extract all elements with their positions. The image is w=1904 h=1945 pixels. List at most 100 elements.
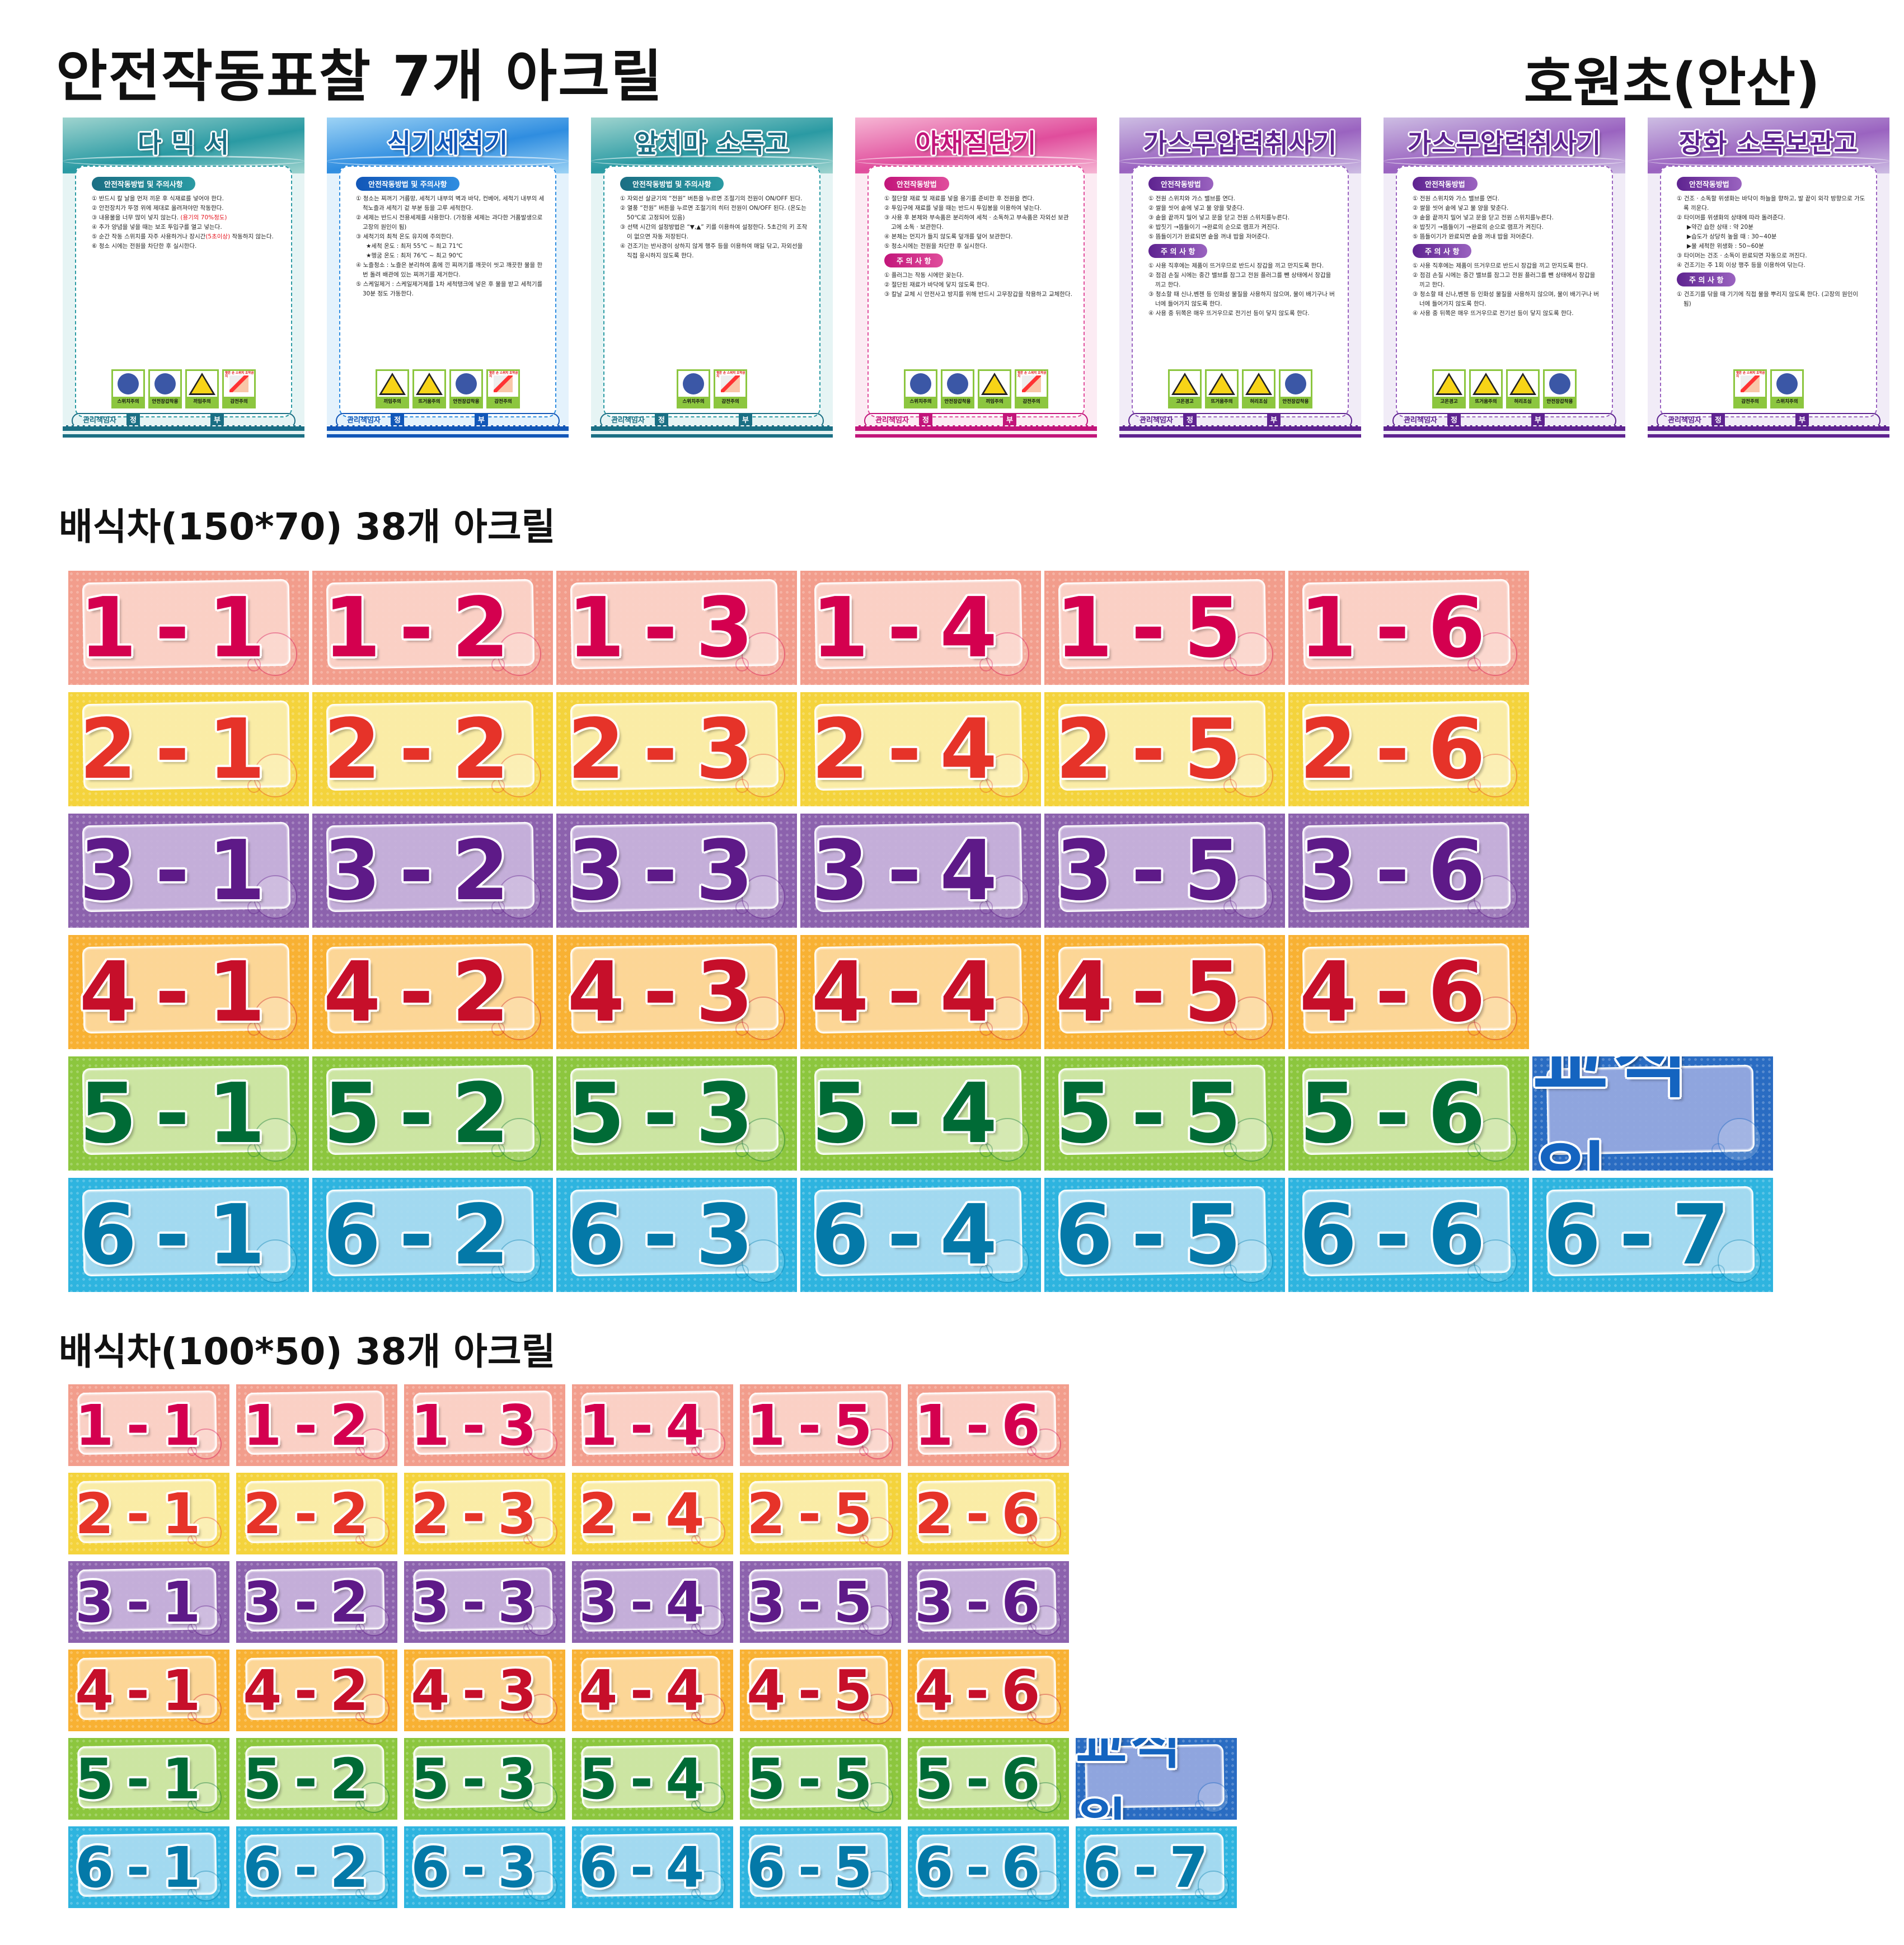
sign-text: 5-6 bbox=[1299, 1065, 1504, 1162]
safety-poster: 식기세척기 안전작동방법 및 주의사항 ① 청소는 찌꺼기 거름망, 세척기 내부의… bbox=[327, 118, 569, 438]
sign-text: 6-1 bbox=[75, 1834, 213, 1900]
safety-icons: 끼임주의 뜨거움주의 안전장갑착용 젖은 손 스위치 조작금지 감전주의 bbox=[327, 369, 569, 408]
section-heading: 주 의 사 항 bbox=[884, 253, 944, 267]
instruction-item: ⑤ 뜸들이기가 완료되면 솥을 꺼내 밥을 저어준다. bbox=[1413, 232, 1602, 242]
sign-text: 6-2 bbox=[243, 1834, 381, 1900]
sign-label: 안전장갑착용 bbox=[1546, 399, 1573, 405]
sign-label: 감전주의 bbox=[230, 399, 248, 405]
manager-label: 관리책임자 bbox=[83, 416, 116, 425]
sign-text: 5-4 bbox=[811, 1065, 1016, 1162]
safety-poster: 장화 소독보관고 안전작동방법 ① 건조 · 소독할 위생화는 바닥이 하늘을 향하… bbox=[1648, 118, 1889, 438]
sign-text: 2-5 bbox=[747, 1481, 885, 1547]
fruit-decoration-icon bbox=[358, 1428, 390, 1460]
instruction-item: ① 전원 스위치와 가스 밸브를 연다. bbox=[1148, 194, 1338, 204]
class-sign: 4-3 bbox=[404, 1650, 565, 1731]
sign-text: 2-6 bbox=[915, 1481, 1053, 1547]
sign-label: 감전주의 bbox=[494, 399, 512, 405]
bubble-decoration-icon bbox=[735, 1143, 749, 1157]
item-text: ③ 칼날 교체 시 안전사고 방지를 위해 반드시 고무장갑을 착용하고 교체한… bbox=[884, 291, 1072, 298]
bubble-decoration-icon bbox=[1026, 1711, 1037, 1722]
bubble-decoration-icon bbox=[1467, 657, 1481, 671]
school-name: 호원초(안산) bbox=[1523, 51, 1820, 114]
class-sign: 4-6 bbox=[1288, 935, 1529, 1049]
fruit-decoration-icon bbox=[741, 997, 785, 1040]
item-text: ② 쌀을 씻어 솥에 넣고 물 양을 맞춘다. bbox=[1148, 205, 1245, 212]
class-sign: 6-4 bbox=[572, 1826, 733, 1908]
sign-label: 끼임주의 bbox=[986, 399, 1003, 405]
sign-label: 고온경고 bbox=[1176, 399, 1194, 405]
shock-sign-icon: 젖은 손 스위치 조작금지 bbox=[488, 371, 518, 397]
bottom-stripe bbox=[591, 425, 833, 431]
instruction-item: ① 건조 · 소독할 위생화는 바닥이 하늘을 향하고, 발 끝이 외각 방향으… bbox=[1677, 194, 1866, 213]
bubble-decoration-icon bbox=[523, 1534, 533, 1545]
bubble-decoration-icon bbox=[247, 779, 261, 793]
item-text: ① 건조 · 소독할 위생화는 바닥이 하늘을 향하고, 발 끝이 외각 방향으… bbox=[1677, 195, 1865, 212]
item-text: ③ 솥을 끝까지 밀어 넣고 문을 닫고 전원 스위치를누른다. bbox=[1148, 214, 1289, 221]
instruction-item: ▶약간 습한 상태 : 약 20분 bbox=[1677, 223, 1866, 232]
sign-label: 안전장갑착용 bbox=[152, 399, 179, 405]
sign-text: 2-2 bbox=[243, 1481, 381, 1547]
class-sign: 1-6 bbox=[1288, 571, 1529, 685]
instruction-item: ③ 사용 후 본체와 부속품은 분리하여 세척 · 소독하고 부속품은 자외선 … bbox=[884, 213, 1073, 232]
electric-shock-icon bbox=[1022, 375, 1041, 392]
instruction-item: ① 자외선 살균기의 “전원” 버튼을 누르면 조절기의 전원이 ON/OFF … bbox=[620, 194, 809, 204]
mandatory-circle-icon bbox=[683, 373, 704, 394]
instruction-item: ① 사용 직후에는 제품이 뜨거우므로 반드시 장갑을 끼고 만지도록 한다. bbox=[1148, 261, 1338, 271]
instruction-item: ③ 선택 시간의 설정방법은 “▼,▲” 키를 이용하여 설정한다. 5초간의 … bbox=[620, 223, 809, 242]
class-sign: 5-2 bbox=[236, 1738, 397, 1820]
poster-card: 안전작동방법 및 주의사항 ① 자외선 살균기의 “전원” 버튼을 누르면 조절기… bbox=[603, 166, 820, 417]
fruit-decoration-icon bbox=[1229, 1118, 1273, 1162]
bubble-decoration-icon bbox=[979, 779, 993, 793]
sign-text: 4-6 bbox=[915, 1657, 1053, 1723]
warning-triangle-icon bbox=[1171, 373, 1198, 395]
small-signs-label: 배식차(100*50) 38개 아크릴 bbox=[59, 1330, 556, 1373]
sign-label: 허리조심 bbox=[1250, 399, 1268, 405]
sign-text: 1-1 bbox=[79, 580, 284, 676]
shock-sign-icon: 젖은 손 스위치 조작금지 bbox=[715, 371, 745, 397]
instruction-item: ② 안전장치가 뚜껑 위에 제대로 올려져야만 작동한다. bbox=[92, 204, 281, 213]
bubble-decoration-icon bbox=[859, 1623, 869, 1633]
sign-text: 6-3 bbox=[567, 1187, 772, 1283]
sign-text: 2-3 bbox=[411, 1481, 549, 1547]
instruction-item: ★세척 온도 : 최저 55℃ ~ 최고 71℃ bbox=[356, 242, 545, 251]
safety-sign: 젖은 손 스위치 조작금지 감전주의 bbox=[714, 369, 747, 408]
item-text: ⑥ 청소 시에는 전원을 차단한 후 실시한다. bbox=[92, 243, 197, 250]
bubble-decoration-icon bbox=[859, 1888, 869, 1899]
mandatory-circle-icon bbox=[1285, 373, 1306, 394]
sign-text: 5-5 bbox=[747, 1746, 885, 1812]
class-sign: 1-3 bbox=[404, 1384, 565, 1466]
instruction-item: ② 쌀을 씻어 솥에 넣고 물 양을 맞춘다. bbox=[1148, 204, 1338, 213]
safety-sign: 스위치주의 bbox=[904, 369, 937, 408]
fruit-decoration-icon bbox=[985, 1118, 1029, 1162]
sign-text: 6-5 bbox=[747, 1834, 885, 1900]
safety-sign: 스위치주의 bbox=[677, 369, 710, 408]
sign-label: 끼임주의 bbox=[193, 399, 211, 405]
bubble-decoration-icon bbox=[187, 1711, 198, 1722]
sign-text: 3-3 bbox=[567, 823, 772, 919]
safety-sign: 안전장갑착용 bbox=[449, 369, 483, 408]
bubble-decoration-icon bbox=[1194, 1888, 1205, 1899]
bubble-decoration-icon bbox=[1223, 779, 1237, 793]
item-text: ④ 밥짓기 →뜸들이기 →완료의 순으로 램프가 켜진다. bbox=[1148, 224, 1279, 231]
warning-sign-icon bbox=[1471, 371, 1501, 397]
sign-label: 안전장갑착용 bbox=[453, 399, 480, 405]
class-sign: 6-2 bbox=[236, 1826, 397, 1908]
bubble-decoration-icon bbox=[979, 657, 993, 671]
bubble-decoration-icon bbox=[1223, 1022, 1237, 1036]
bubble-decoration-icon bbox=[523, 1711, 533, 1722]
bubble-decoration-icon bbox=[491, 779, 505, 793]
sign-label: 뜨거움주의 bbox=[1211, 399, 1233, 405]
bottom-stripe bbox=[327, 425, 569, 431]
section-heading: 주 의 사 항 bbox=[1148, 244, 1208, 258]
instruction-item: ⑤ 뜸들이기가 완료되면 솥을 꺼내 밥을 저어준다. bbox=[1148, 232, 1338, 242]
class-sign: 6-5 bbox=[1044, 1178, 1285, 1292]
instruction-item: ① 반드시 칼 날을 먼저 끼운 후 식재료를 넣어야 한다. bbox=[92, 194, 281, 204]
sign-label: 스위치주의 bbox=[1776, 399, 1798, 405]
sign-note: 젖은 손 스위치 조작금지 bbox=[716, 372, 745, 378]
instruction-item: ④ 건조기는 반사경이 상하지 않게 행주 등을 이용하여 매일 닦고, 자외선… bbox=[620, 242, 809, 261]
class-sign: 2-6 bbox=[1288, 692, 1529, 806]
mandatory-sign-icon bbox=[1772, 371, 1802, 397]
class-sign: 2-5 bbox=[1044, 692, 1285, 806]
item-text: ③ 청소할 때 신나,벤젠 등 인화성 물질을 사용하지 않으며, 물이 배기구… bbox=[1413, 291, 1599, 307]
poster-title: 가스무압력취사기 bbox=[1143, 128, 1338, 158]
